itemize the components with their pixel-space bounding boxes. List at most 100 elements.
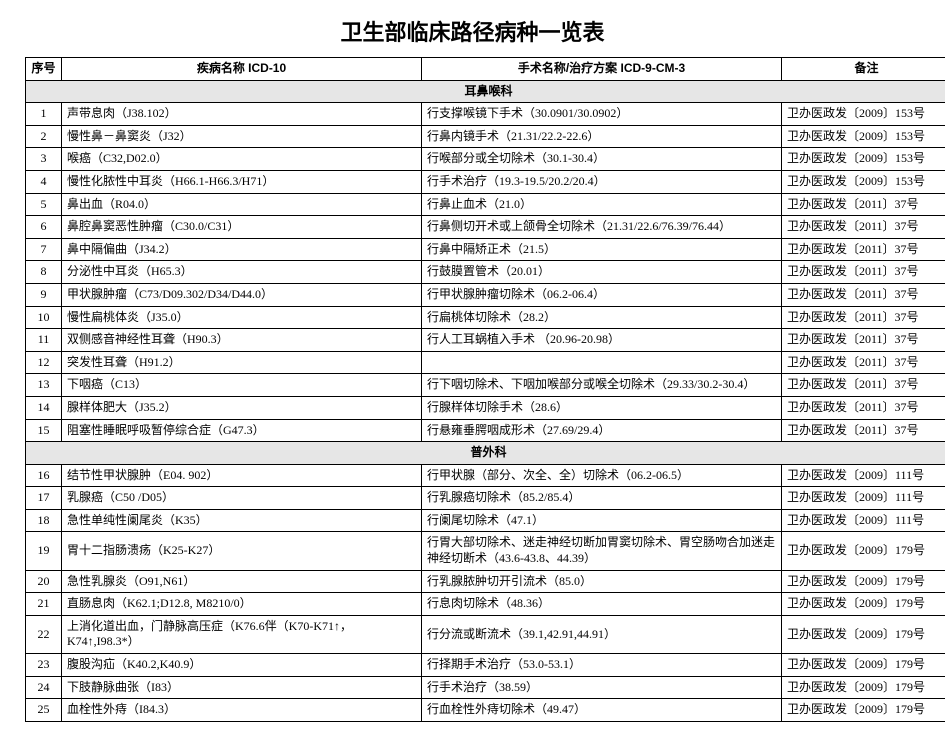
cell-index: 23 xyxy=(26,654,62,677)
table-row: 19胃十二指肠溃疡（K25-K27）行胃大部切除术、迷走神经切断加胃窦切除术、胃… xyxy=(26,532,945,570)
cell-note: 卫办医政发〔2011〕37号 xyxy=(782,351,945,374)
cell-surgery: 行鼻侧切开术或上颌骨全切除术（21.31/22.6/76.39/76.44） xyxy=(422,216,782,239)
cell-index: 16 xyxy=(26,464,62,487)
cell-surgery: 行支撑喉镜下手术（30.0901/30.0902） xyxy=(422,103,782,126)
table-row: 12突发性耳聋（H91.2）卫办医政发〔2011〕37号 xyxy=(26,351,945,374)
cell-surgery: 行甲状腺（部分、次全、全）切除术（06.2-06.5） xyxy=(422,464,782,487)
cell-disease: 急性乳腺炎（O91,N61） xyxy=(62,570,422,593)
cell-note: 卫办医政发〔2011〕37号 xyxy=(782,306,945,329)
cell-note: 卫办医政发〔2009〕179号 xyxy=(782,699,945,722)
cell-note: 卫办医政发〔2011〕37号 xyxy=(782,193,945,216)
table-row: 6鼻腔鼻窦恶性肿瘤（C30.0/C31）行鼻侧切开术或上颌骨全切除术（21.31… xyxy=(26,216,945,239)
cell-disease: 分泌性中耳炎（H65.3） xyxy=(62,261,422,284)
col-header-index: 序号 xyxy=(26,58,62,81)
cell-note: 卫办医政发〔2011〕37号 xyxy=(782,396,945,419)
table-row: 14腺样体肥大（J35.2）行腺样体切除手术（28.6）卫办医政发〔2011〕3… xyxy=(26,396,945,419)
disease-table: 序号 疾病名称 ICD-10 手术名称/治疗方案 ICD-9-CM-3 备注 耳… xyxy=(25,57,945,722)
section-header: 耳鼻喉科 xyxy=(26,80,945,103)
cell-surgery: 行阑尾切除术（47.1） xyxy=(422,509,782,532)
cell-index: 18 xyxy=(26,509,62,532)
cell-note: 卫办医政发〔2011〕37号 xyxy=(782,419,945,442)
cell-note: 卫办医政发〔2011〕37号 xyxy=(782,329,945,352)
cell-disease: 上消化道出血，门静脉高压症（K76.6伴（K70-K71↑，K74↑,I98.3… xyxy=(62,615,422,653)
cell-disease: 腺样体肥大（J35.2） xyxy=(62,396,422,419)
cell-disease: 血栓性外痔（I84.3） xyxy=(62,699,422,722)
cell-note: 卫办医政发〔2009〕153号 xyxy=(782,148,945,171)
cell-surgery: 行乳腺脓肿切开引流术（85.0） xyxy=(422,570,782,593)
cell-note: 卫办医政发〔2011〕37号 xyxy=(782,374,945,397)
cell-surgery: 行下咽切除术、下咽加喉部分或喉全切除术（29.33/30.2-30.4） xyxy=(422,374,782,397)
cell-index: 17 xyxy=(26,487,62,510)
cell-note: 卫办医政发〔2009〕179号 xyxy=(782,654,945,677)
cell-index: 20 xyxy=(26,570,62,593)
cell-note: 卫办医政发〔2009〕153号 xyxy=(782,170,945,193)
table-row: 4慢性化脓性中耳炎（H66.1-H66.3/H71）行手术治疗（19.3-19.… xyxy=(26,170,945,193)
cell-index: 10 xyxy=(26,306,62,329)
cell-index: 5 xyxy=(26,193,62,216)
cell-disease: 慢性扁桃体炎（J35.0） xyxy=(62,306,422,329)
cell-note: 卫办医政发〔2009〕111号 xyxy=(782,464,945,487)
cell-surgery: 行腺样体切除手术（28.6） xyxy=(422,396,782,419)
cell-index: 25 xyxy=(26,699,62,722)
table-row: 17乳腺癌（C50 /D05）行乳腺癌切除术（85.2/85.4）卫办医政发〔2… xyxy=(26,487,945,510)
table-header-row: 序号 疾病名称 ICD-10 手术名称/治疗方案 ICD-9-CM-3 备注 xyxy=(26,58,945,81)
col-header-disease: 疾病名称 ICD-10 xyxy=(62,58,422,81)
cell-index: 22 xyxy=(26,615,62,653)
cell-note: 卫办医政发〔2009〕111号 xyxy=(782,509,945,532)
cell-disease: 结节性甲状腺肿（E04. 902） xyxy=(62,464,422,487)
cell-disease: 喉癌（C32,D02.0） xyxy=(62,148,422,171)
cell-index: 4 xyxy=(26,170,62,193)
section-label: 耳鼻喉科 xyxy=(26,80,945,103)
cell-disease: 腹股沟疝（K40.2,K40.9） xyxy=(62,654,422,677)
table-row: 1声带息肉（J38.102）行支撑喉镜下手术（30.0901/30.0902）卫… xyxy=(26,103,945,126)
cell-index: 21 xyxy=(26,593,62,616)
cell-disease: 下肢静脉曲张（I83） xyxy=(62,676,422,699)
table-row: 5鼻出血（R04.0）行鼻止血术（21.0）卫办医政发〔2011〕37号 xyxy=(26,193,945,216)
cell-disease: 双侧感音神经性耳聋（H90.3） xyxy=(62,329,422,352)
cell-surgery: 行乳腺癌切除术（85.2/85.4） xyxy=(422,487,782,510)
cell-surgery: 行分流或断流术（39.1,42.91,44.91） xyxy=(422,615,782,653)
table-row: 22上消化道出血，门静脉高压症（K76.6伴（K70-K71↑，K74↑,I98… xyxy=(26,615,945,653)
cell-note: 卫办医政发〔2011〕37号 xyxy=(782,283,945,306)
table-row: 9甲状腺肿瘤（C73/D09.302/D34/D44.0）行甲状腺肿瘤切除术（0… xyxy=(26,283,945,306)
cell-note: 卫办医政发〔2009〕179号 xyxy=(782,615,945,653)
table-row: 25血栓性外痔（I84.3）行血栓性外痔切除术（49.47）卫办医政发〔2009… xyxy=(26,699,945,722)
cell-surgery xyxy=(422,351,782,374)
cell-surgery: 行血栓性外痔切除术（49.47） xyxy=(422,699,782,722)
col-header-surgery: 手术名称/治疗方案 ICD-9-CM-3 xyxy=(422,58,782,81)
cell-disease: 突发性耳聋（H91.2） xyxy=(62,351,422,374)
cell-note: 卫办医政发〔2011〕37号 xyxy=(782,216,945,239)
cell-surgery: 行胃大部切除术、迷走神经切断加胃窦切除术、胃空肠吻合加迷走神经切断术（43.6-… xyxy=(422,532,782,570)
cell-surgery: 行鼻止血术（21.0） xyxy=(422,193,782,216)
cell-note: 卫办医政发〔2009〕111号 xyxy=(782,487,945,510)
table-row: 2慢性鼻－鼻窦炎（J32）行鼻内镜手术（21.31/22.2-22.6）卫办医政… xyxy=(26,125,945,148)
cell-index: 24 xyxy=(26,676,62,699)
cell-surgery: 行手术治疗（38.59） xyxy=(422,676,782,699)
cell-index: 11 xyxy=(26,329,62,352)
cell-index: 9 xyxy=(26,283,62,306)
cell-disease: 甲状腺肿瘤（C73/D09.302/D34/D44.0） xyxy=(62,283,422,306)
cell-disease: 鼻腔鼻窦恶性肿瘤（C30.0/C31） xyxy=(62,216,422,239)
table-row: 24下肢静脉曲张（I83）行手术治疗（38.59）卫办医政发〔2009〕179号 xyxy=(26,676,945,699)
table-row: 8分泌性中耳炎（H65.3）行鼓膜置管术（20.01）卫办医政发〔2011〕37… xyxy=(26,261,945,284)
table-row: 21直肠息肉（K62.1;D12.8, M8210/0）行息肉切除术（48.36… xyxy=(26,593,945,616)
table-row: 16结节性甲状腺肿（E04. 902）行甲状腺（部分、次全、全）切除术（06.2… xyxy=(26,464,945,487)
cell-surgery: 行鼻中隔矫正术（21.5） xyxy=(422,238,782,261)
cell-disease: 急性单纯性阑尾炎（K35） xyxy=(62,509,422,532)
cell-disease: 胃十二指肠溃疡（K25-K27） xyxy=(62,532,422,570)
table-row: 7鼻中隔偏曲（J34.2）行鼻中隔矫正术（21.5）卫办医政发〔2011〕37号 xyxy=(26,238,945,261)
cell-surgery: 行息肉切除术（48.36） xyxy=(422,593,782,616)
table-row: 10慢性扁桃体炎（J35.0）行扁桃体切除术（28.2）卫办医政发〔2011〕3… xyxy=(26,306,945,329)
cell-index: 3 xyxy=(26,148,62,171)
cell-disease: 阻塞性睡眠呼吸暂停综合症（G47.3） xyxy=(62,419,422,442)
cell-disease: 慢性鼻－鼻窦炎（J32） xyxy=(62,125,422,148)
cell-index: 6 xyxy=(26,216,62,239)
cell-index: 14 xyxy=(26,396,62,419)
cell-disease: 乳腺癌（C50 /D05） xyxy=(62,487,422,510)
cell-surgery: 行择期手术治疗（53.0-53.1） xyxy=(422,654,782,677)
section-header: 普外科 xyxy=(26,442,945,465)
cell-index: 7 xyxy=(26,238,62,261)
cell-note: 卫办医政发〔2009〕153号 xyxy=(782,125,945,148)
cell-index: 8 xyxy=(26,261,62,284)
cell-note: 卫办医政发〔2011〕37号 xyxy=(782,261,945,284)
